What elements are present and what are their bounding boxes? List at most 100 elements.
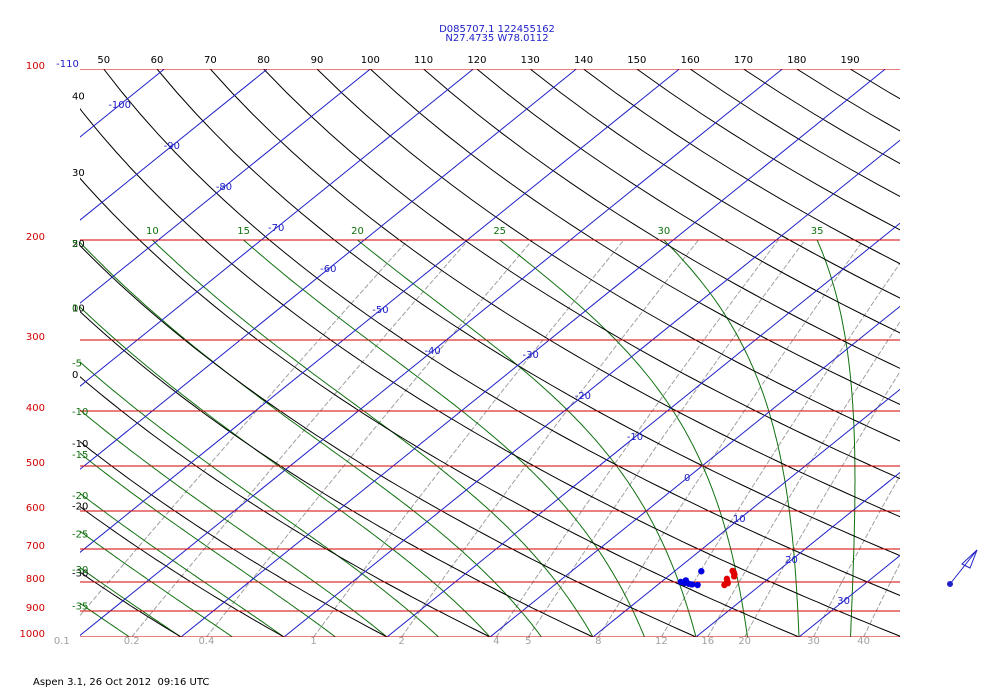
moist-adiabat-label: -10	[72, 407, 88, 418]
dry-adiabat-label: 170	[734, 55, 753, 66]
isotherm	[80, 69, 268, 221]
moist-adiabat	[80, 602, 130, 637]
isotherm	[80, 69, 474, 387]
isotherm-label: 0	[684, 473, 690, 484]
isotherm-label: 30	[837, 596, 850, 607]
isotherms	[80, 69, 900, 637]
mixing-ratio-line	[863, 562, 900, 637]
moist-adiabat	[152, 239, 594, 637]
sounding-point	[694, 581, 701, 589]
moist-adiabat-label: 15	[237, 226, 250, 237]
isotherm	[489, 305, 900, 637]
isotherm	[80, 69, 577, 470]
isotherm	[80, 69, 680, 553]
moist-adiabat	[816, 239, 856, 637]
mixing-ratio-line	[80, 239, 409, 617]
moist-adiabat-label: -20	[72, 491, 88, 502]
mixing-ratio-label: 12	[655, 636, 668, 647]
dry-adiabat-label: 80	[257, 55, 270, 66]
dry-adiabat-label: 0	[72, 370, 78, 381]
isotherm-label: 10	[733, 514, 746, 525]
mixing-ratio-line	[813, 474, 900, 637]
dry-adiabat	[80, 310, 594, 637]
dry-adiabat	[103, 69, 900, 597]
mixing-ratio-label: 40	[857, 636, 870, 647]
moist-adiabat-label: -30	[72, 565, 88, 576]
dry-adiabat	[209, 69, 900, 518]
mixing-ratio-label: 16	[701, 636, 714, 647]
chart-subtitle: N27.4735 W78.0112	[445, 33, 548, 44]
mixing-ratio-label: 2	[398, 636, 404, 647]
moist-adiabat	[80, 530, 233, 637]
pressure-label: 100	[26, 61, 45, 72]
pressure-label: 900	[26, 603, 45, 614]
isotherm-label: -90	[164, 141, 180, 152]
pressure-label: 600	[26, 503, 45, 514]
moist-adiabat-label: -5	[72, 359, 82, 370]
isotherm-label: -50	[372, 305, 388, 316]
dry-adiabat-label: 150	[627, 55, 646, 66]
dry-adiabat-label: 190	[841, 55, 860, 66]
moist-adiabat	[80, 409, 388, 637]
isotherm-label: -30	[523, 350, 539, 361]
sounding-point	[730, 573, 738, 580]
sounding-point	[689, 581, 696, 588]
moist-adiabat-label: 35	[811, 226, 824, 237]
mixing-ratio-line	[401, 239, 699, 637]
isotherm-label: -60	[320, 264, 336, 275]
dry-adiabat	[80, 506, 285, 637]
barb-station	[947, 581, 953, 587]
isotherm	[695, 471, 900, 637]
dry-adiabat	[423, 69, 900, 369]
sounding-point	[698, 568, 705, 575]
isotherm	[283, 139, 900, 637]
isotherm	[592, 388, 900, 637]
dry-adiabat-label: 140	[574, 55, 593, 66]
isotherm	[386, 222, 900, 637]
dry-adiabat	[529, 69, 900, 299]
dry-adiabat	[80, 376, 491, 637]
mixing-ratio-label: 0.1	[54, 636, 70, 647]
mixing-ratio-line	[660, 262, 900, 637]
moist-adiabat-label: -35	[72, 602, 88, 613]
moist-adiabat-label: 0	[72, 304, 78, 315]
dry-adiabat-label: -30	[72, 568, 88, 579]
dry-adiabat	[80, 177, 800, 637]
moist-adiabat	[357, 239, 697, 637]
dry-adiabat-label: 120	[467, 55, 486, 66]
dry-adiabat-label: 100	[361, 55, 380, 66]
dry-adiabat	[156, 69, 900, 557]
isotherm	[80, 69, 165, 138]
pressure-label: 300	[26, 332, 45, 343]
dry-adiabat-label: 20	[72, 239, 85, 250]
barb-flag	[961, 549, 978, 569]
isotherm-label: -70	[268, 223, 284, 234]
footer: Aspen 3.1, 26 Oct 2012 09:16 UTC	[33, 677, 209, 688]
isotherm-label: -80	[216, 182, 232, 193]
barb-staff	[949, 549, 978, 585]
mixing-ratio-label: 1	[310, 636, 316, 647]
isotherm-label: -110	[56, 59, 79, 70]
isotherm-label: 20	[785, 555, 798, 566]
mixing-ratio-line	[707, 320, 900, 637]
moist-adiabat-label: -15	[72, 450, 88, 461]
mixing-ratio-label: 30	[807, 636, 820, 647]
dry-adiabat-label: 40	[72, 92, 85, 103]
dry-adiabat-label: 30	[72, 168, 85, 179]
isotherm-label: -40	[424, 346, 440, 357]
dry-adiabat-label: -10	[72, 439, 88, 450]
mixing-ratio-label: 4	[493, 636, 499, 647]
moist-adiabat-label: 25	[493, 226, 506, 237]
moist-adiabat-label: 20	[351, 226, 364, 237]
isotherm-label: -10	[627, 432, 643, 443]
isotherm	[180, 69, 886, 637]
isotherm	[80, 69, 783, 637]
dry-adiabat-label: 70	[204, 55, 217, 66]
pressure-label: 1000	[20, 629, 45, 640]
mixing-ratio-label: 5	[525, 636, 531, 647]
mixing-ratio-line	[744, 370, 900, 637]
dry-adiabat	[369, 69, 900, 405]
dry-adiabat	[80, 108, 900, 637]
pressure-label: 700	[26, 541, 45, 552]
